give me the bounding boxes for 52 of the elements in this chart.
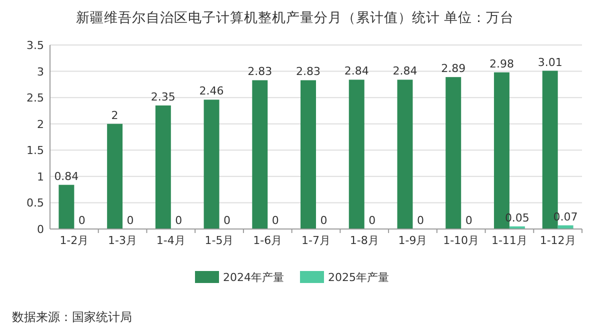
x-tick-label: 1-4月: [156, 234, 186, 247]
chart-title: 新疆维吾尔自治区电子计算机整机产量分月（累计值）统计 单位：万台: [76, 10, 514, 26]
data-label: 0: [272, 214, 279, 227]
data-label: 0: [224, 214, 231, 227]
y-tick-label: 1: [37, 170, 44, 184]
data-label: 2.84: [344, 64, 369, 78]
y-tick-label: 2: [37, 118, 44, 131]
bar: [300, 80, 316, 229]
x-tick-label: 1-9月: [398, 234, 428, 247]
data-label: 0.84: [54, 170, 79, 183]
x-tick-label: 1-8月: [350, 234, 379, 247]
data-label: 0: [465, 214, 472, 227]
y-tick-label: 3: [37, 65, 44, 78]
data-label: 2.83: [248, 65, 272, 78]
x-tick-label: 1-3月: [108, 234, 138, 247]
bar: [58, 184, 74, 229]
y-tick-label: 0.5: [26, 196, 44, 210]
bar: [252, 80, 268, 229]
data-label: 2.83: [296, 65, 321, 78]
data-label: 2.89: [441, 62, 466, 76]
data-label: 2.98: [489, 57, 514, 70]
bar: [348, 80, 364, 229]
bar: [204, 100, 220, 229]
bar: [155, 105, 171, 229]
data-label: 0: [78, 214, 86, 227]
y-tick-label: 3.5: [26, 39, 44, 52]
x-tick-label: 1-10月: [443, 234, 480, 247]
x-tick-label: 1-7月: [302, 234, 330, 247]
data-label: 0: [320, 214, 328, 227]
data-label: 3.01: [538, 56, 562, 69]
x-tick-label: 1-12月: [540, 234, 576, 247]
bar: [446, 77, 462, 229]
data-label: 2: [111, 108, 118, 122]
data-label: 0: [175, 214, 182, 227]
data-label: 2.46: [199, 84, 224, 98]
y-tick-label: 0: [37, 223, 44, 236]
x-tick-label: 1-6月: [253, 234, 282, 247]
legend-label: 2024年产量: [223, 271, 284, 284]
bar: [107, 124, 123, 229]
data-label: 0: [368, 214, 376, 227]
data-label: 0: [416, 214, 424, 227]
data-label: 0: [126, 214, 134, 227]
x-tick-label: 1-5月: [204, 234, 234, 247]
legend-label: 2025年产量: [328, 271, 389, 284]
y-tick-label: 1.5: [26, 144, 44, 158]
data-label: 2.84: [392, 64, 418, 78]
data-label: 2.35: [150, 90, 176, 104]
bar: [397, 80, 413, 229]
y-tick-label: 2.5: [26, 92, 44, 105]
x-tick-label: 1-11月: [491, 234, 528, 247]
source-note: 数据来源：国家统计局: [12, 310, 132, 324]
x-tick-label: 1-2月: [60, 234, 89, 247]
